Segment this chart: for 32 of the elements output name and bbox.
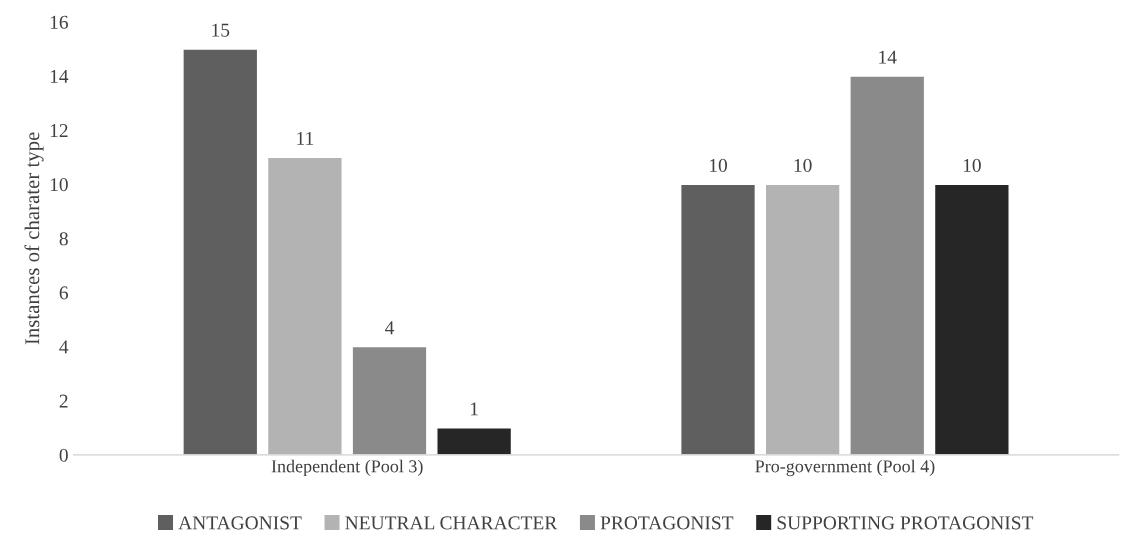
x-tick-label: Pro-government (Pool 4) <box>755 459 935 477</box>
bar <box>764 183 841 455</box>
y-axis-title: Instances of charater type <box>24 132 44 345</box>
bar <box>679 183 757 455</box>
legend-label: SUPPORTING PROTAGONIST <box>777 516 1034 530</box>
bar <box>933 183 1010 455</box>
legend-label: ANTAGONIST <box>178 516 302 530</box>
x-tick-label: Independent (Pool 3) <box>271 459 423 477</box>
y-tick-label: 16 <box>50 15 69 29</box>
legend-label: PROTAGONIST <box>600 516 734 530</box>
data-label: 4 <box>385 321 395 335</box>
bar <box>266 156 343 455</box>
y-tick-label: 10 <box>50 178 68 192</box>
data-label: 14 <box>879 50 897 64</box>
bar <box>182 48 259 455</box>
data-label: 11 <box>297 131 314 145</box>
y-tick-label: 12 <box>50 124 68 137</box>
data-label: 10 <box>710 158 727 172</box>
data-label: 10 <box>963 158 981 172</box>
y-tick-label: 14 <box>50 69 69 83</box>
y-tick-label: 2 <box>59 394 68 408</box>
bar <box>351 345 428 455</box>
y-tick-label: 8 <box>59 232 68 246</box>
data-label: 15 <box>212 23 230 37</box>
legend-label: NEUTRAL CHARACTER <box>345 516 558 530</box>
data-label: 1 <box>470 402 478 416</box>
y-tick-label: 4 <box>59 340 69 354</box>
y-tick-label: 0 <box>59 448 68 462</box>
bar <box>849 75 926 455</box>
bar <box>436 427 513 455</box>
data-label: 10 <box>794 158 812 172</box>
y-tick-label: 6 <box>59 286 69 300</box>
